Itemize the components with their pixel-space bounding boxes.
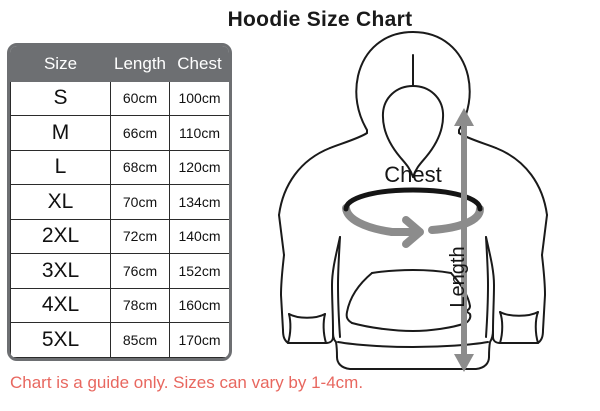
svg-text:Chest: Chest	[384, 162, 441, 187]
svg-text:Length: Length	[447, 246, 469, 307]
